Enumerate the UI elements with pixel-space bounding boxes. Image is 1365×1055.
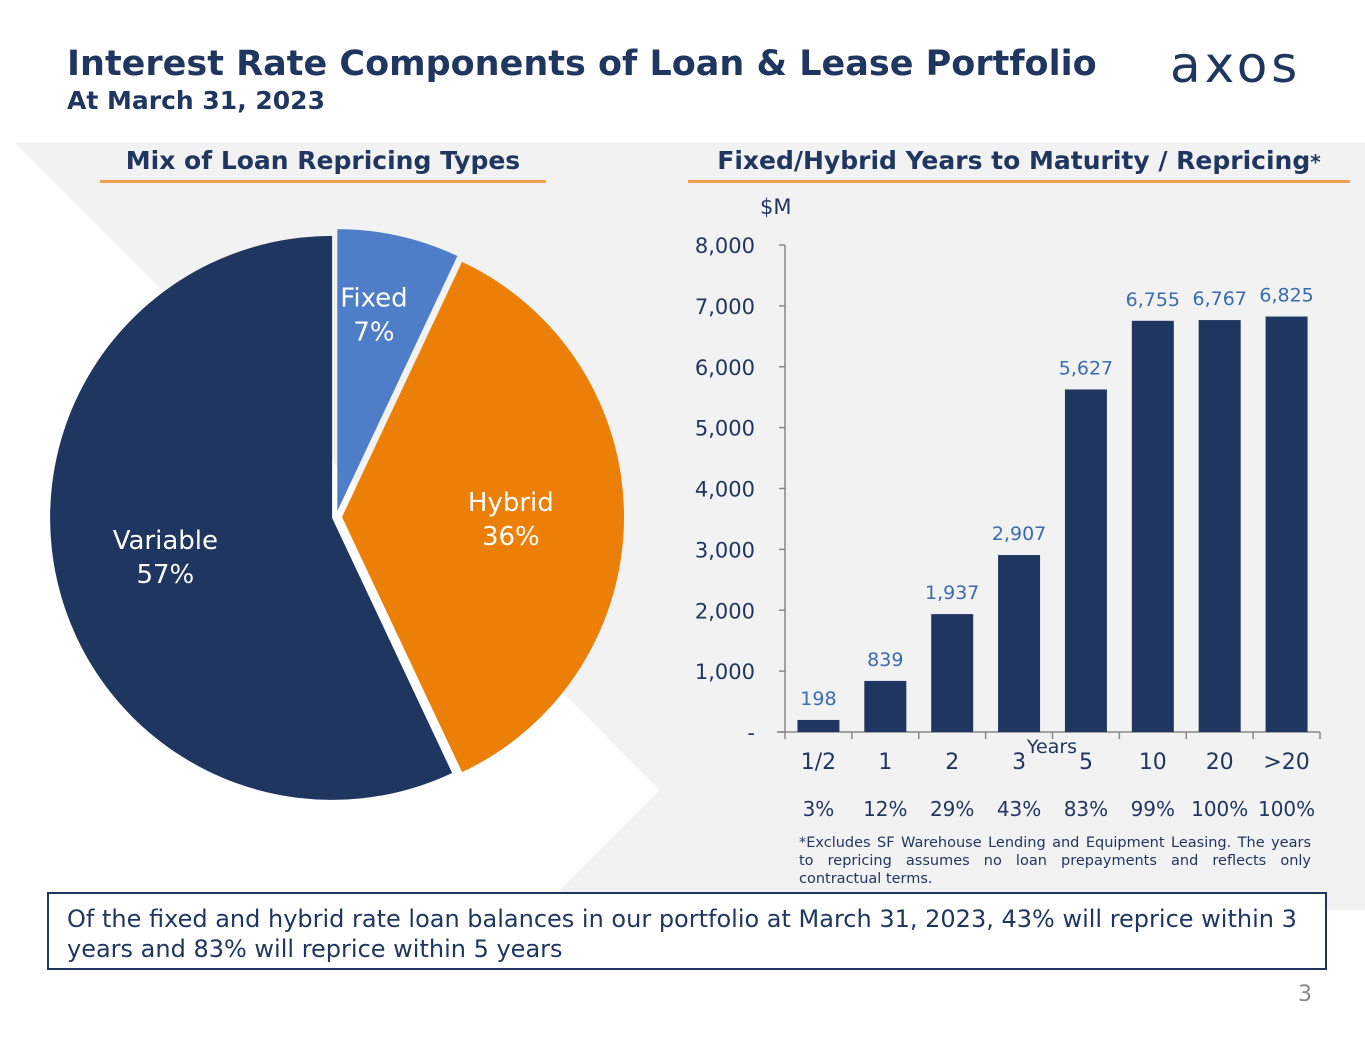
page-subtitle: At March 31, 2023	[67, 86, 325, 115]
bar-value-label: 6,767	[1192, 288, 1246, 310]
title-asterisk: *	[1310, 150, 1321, 174]
bar-value-label: 839	[867, 649, 903, 671]
y-tick-label: 4,000	[695, 478, 755, 502]
y-tick-label: 6,000	[695, 356, 755, 380]
left-section-title: Mix of Loan Repricing Types	[125, 146, 521, 175]
y-tick-label: 7,000	[695, 295, 755, 319]
cumulative-pct-label: 83%	[1064, 797, 1108, 821]
y-tick-label: 2,000	[695, 599, 755, 623]
bar-4	[998, 555, 1041, 732]
summary-box: Of the fixed and hybrid rate loan balanc…	[47, 892, 1327, 970]
x-tick-label: 20	[1206, 750, 1234, 775]
pie-value-hybrid: 36%	[482, 522, 540, 552]
bar-value-label: 1,937	[925, 582, 979, 604]
footnote: *Excludes SF Warehouse Lending and Equip…	[799, 835, 1311, 887]
y-tick-label: 8,000	[695, 234, 755, 258]
bar-2	[864, 680, 907, 732]
bar-value-label: 5,627	[1059, 357, 1113, 379]
x-tick-label: 10	[1139, 750, 1167, 775]
pie-value-fixed: 7%	[353, 317, 394, 347]
y-tick-label: 1,000	[695, 660, 755, 684]
x-tick-label: 3	[1012, 750, 1026, 775]
pie-value-variable: 57%	[136, 560, 194, 590]
pie-slice-hybrid	[342, 261, 625, 773]
pie-slice-variable	[50, 235, 453, 800]
bar-value-label: 2,907	[992, 523, 1046, 545]
bar-3	[931, 614, 974, 732]
page-title: Interest Rate Components of Loan & Lease…	[67, 44, 1097, 84]
cumulative-pct-label: 12%	[863, 797, 907, 821]
bar-7	[1198, 320, 1241, 732]
y-tick-label: -	[747, 721, 755, 745]
axos-logo: axos	[1170, 36, 1335, 96]
bar-8	[1265, 316, 1308, 732]
x-tick-label: >20	[1263, 750, 1309, 775]
pie-label-fixed: Fixed	[340, 283, 407, 313]
pie-label-hybrid: Hybrid	[468, 488, 554, 518]
bar-value-label: 6,825	[1259, 285, 1313, 307]
x-tick-label: 2	[945, 750, 959, 775]
logo-text: axos	[1170, 42, 1301, 92]
y-tick-label: 3,000	[695, 538, 755, 562]
pct-row-bg	[785, 785, 1340, 835]
bar-value-label: 198	[800, 688, 836, 710]
right-section-title: Fixed/Hybrid Years to Maturity / Reprici…	[717, 146, 1321, 175]
y-axis-label: $M	[760, 195, 791, 219]
bar-6	[1131, 320, 1174, 732]
cumulative-pct-label: 3%	[803, 797, 835, 821]
bar-value-label: 6,755	[1126, 289, 1180, 311]
y-tick-label: 5,000	[695, 417, 755, 441]
cumulative-pct-label: 100%	[1191, 797, 1248, 821]
page-number: 3	[1298, 982, 1312, 1007]
cumulative-pct-label: 43%	[997, 797, 1041, 821]
bar-chart: $M - 1,000 2,000 3,000 4,000 5,000 6,000 7,000 8,…	[695, 195, 1340, 835]
right-section-underline	[688, 180, 1350, 183]
pie-chart: Fixed 7% Hybrid 36% Variable 57%	[50, 229, 625, 800]
cumulative-pct-label: 29%	[930, 797, 974, 821]
cumulative-pct-label: 100%	[1258, 797, 1315, 821]
pie-slice-fixed	[337, 229, 458, 512]
x-tick-label: 1/2	[801, 750, 836, 775]
pie-label-variable: Variable	[113, 526, 218, 556]
bar-5	[1064, 389, 1107, 732]
x-tick-label: 1	[878, 750, 892, 775]
x-tick-label: 5	[1079, 750, 1093, 775]
bar-1	[797, 719, 840, 732]
cumulative-pct-label: 99%	[1131, 797, 1175, 821]
x-axis-label: Years	[1026, 736, 1077, 758]
left-section-underline	[100, 180, 546, 183]
